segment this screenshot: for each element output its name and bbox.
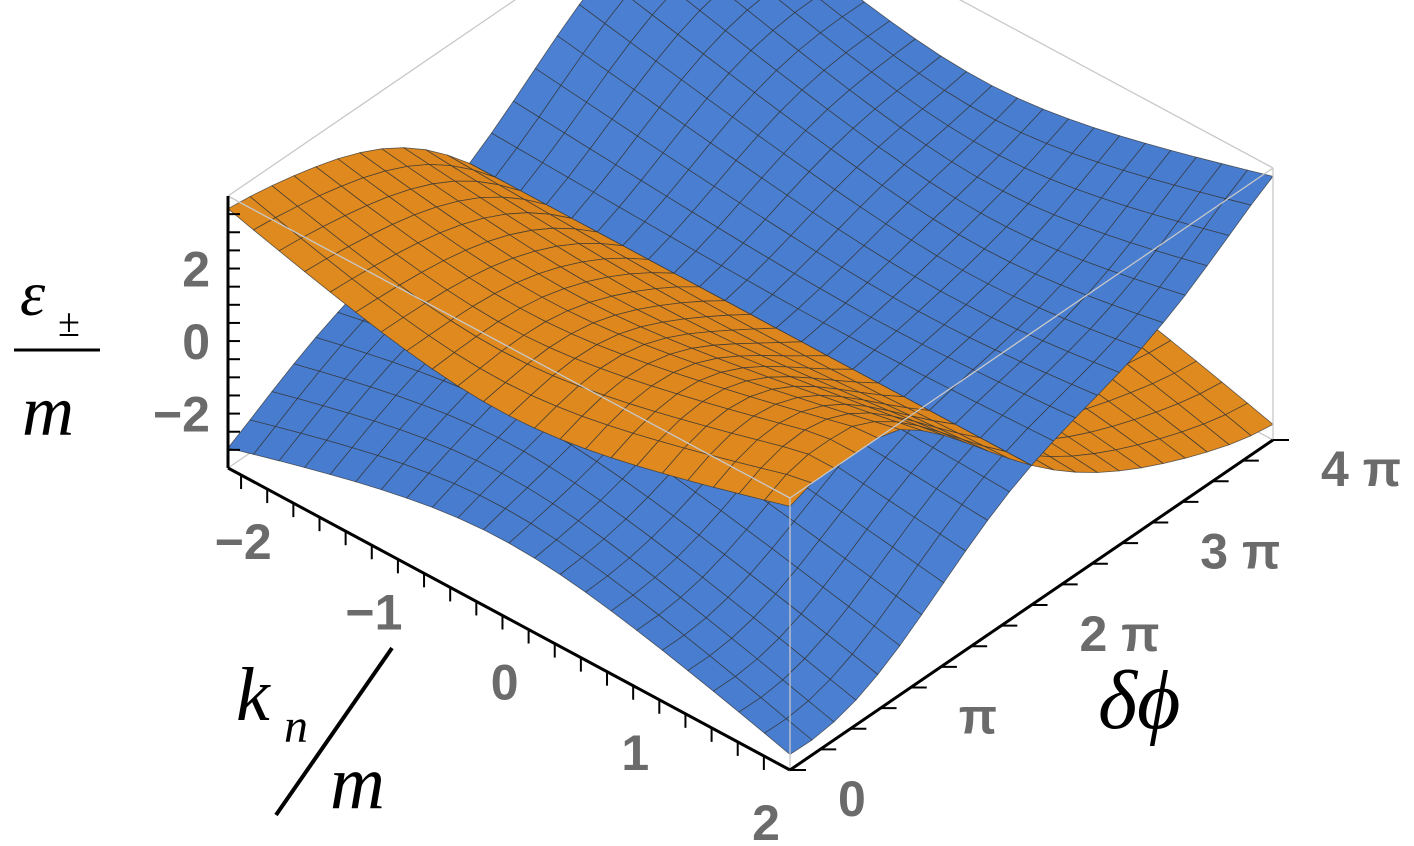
- bounding-box-front: [227, 167, 1274, 770]
- box-edge: [958, 0, 1274, 169]
- surfaces: [227, 0, 1274, 755]
- tick-labels: −2 −1 0 1 2 0 π 2 π 3 π 4 π 2 0 −2: [153, 242, 1401, 846]
- x-label-subscript: n: [284, 700, 308, 753]
- x-tick-label: −2: [215, 514, 272, 570]
- z-tick-label: 0: [182, 314, 210, 370]
- z-label-subscript: ±: [58, 300, 80, 345]
- axes: [226, 196, 1289, 772]
- x-axis-line: [227, 466, 791, 772]
- box-edge: [227, 0, 517, 197]
- z-axis-label: ε ± m: [14, 258, 100, 451]
- x-label-numerator: k: [236, 653, 271, 737]
- box-edge: [227, 195, 791, 499]
- x-tick-label: −1: [345, 584, 402, 640]
- y-tick-label: 0: [838, 771, 866, 827]
- x-label-denominator: m: [330, 741, 385, 825]
- x-tick-label: 2: [752, 795, 780, 846]
- z-tick-label: −2: [153, 387, 210, 443]
- y-tick-label: π: [959, 688, 997, 744]
- y-tick-label: 4 π: [1321, 441, 1401, 497]
- y-axis-label: δϕ: [1098, 654, 1181, 747]
- surface-lower-patch: [764, 718, 813, 755]
- z-label-numerator: ε: [20, 258, 46, 329]
- z-label-denominator: m: [22, 371, 74, 451]
- x-axis-label: k n m: [236, 646, 394, 825]
- y-tick-label: 3 π: [1200, 523, 1280, 579]
- y-tick-label: 2 π: [1080, 606, 1160, 662]
- box-edge: [789, 167, 1274, 499]
- x-label-slash: [274, 646, 394, 817]
- x-tick-label: 0: [491, 655, 519, 711]
- x-tick-label: 1: [621, 725, 649, 781]
- z-tick-label: 2: [182, 242, 210, 298]
